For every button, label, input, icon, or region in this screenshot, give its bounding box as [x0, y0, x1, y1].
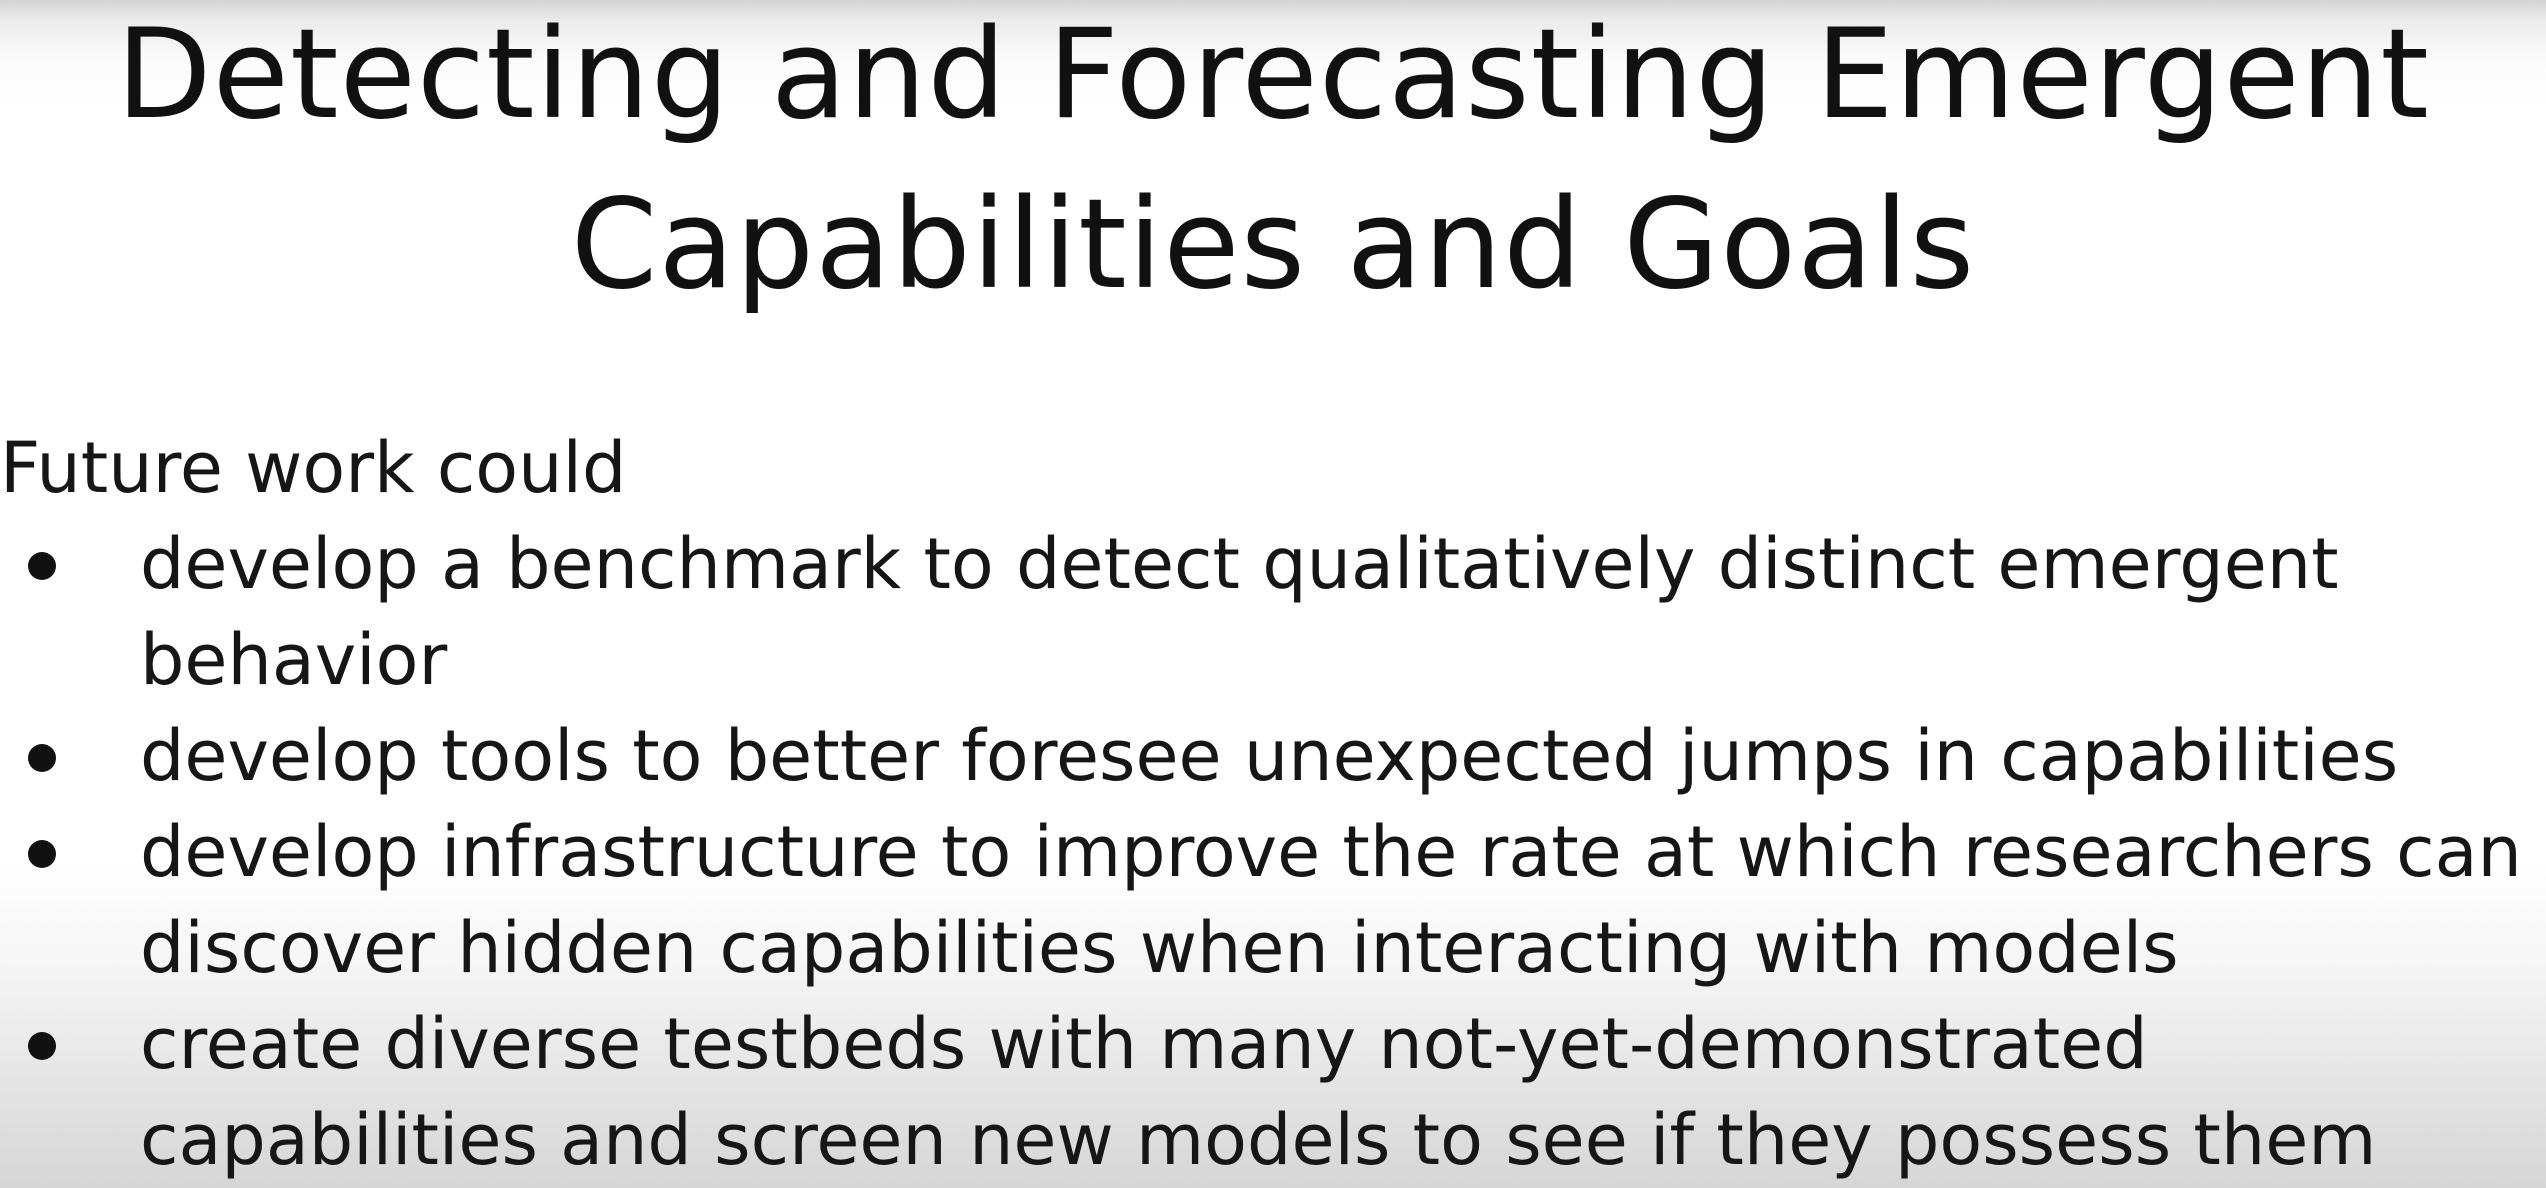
bullet-text-line: discover hidden capabilities when intera… [140, 907, 2179, 989]
slide-title-line-1: Detecting and Forecasting Emergent [116, 3, 2430, 147]
bullet-dot-icon [28, 552, 56, 580]
slide-title-line-2: Capabilities and Goals [570, 173, 1976, 317]
bullet-item-benchmark: develop a benchmark to detect qualitativ… [0, 516, 2546, 708]
bullet-text-line: capabilities and screen new models to se… [140, 1099, 2377, 1181]
bullet-dot-icon [28, 840, 56, 868]
bullet-text-line: develop tools to better foresee unexpect… [140, 715, 2399, 797]
bullet-text-line: develop infrastructure to improve the ra… [140, 811, 2522, 893]
bullet-list: develop a benchmark to detect qualitativ… [0, 516, 2546, 1188]
bullet-text-line: create diverse testbeds with many not-ye… [140, 1003, 2148, 1085]
bullet-item-infrastructure: develop infrastructure to improve the ra… [0, 804, 2546, 996]
slide-body: Future work could develop a benchmark to… [0, 420, 2546, 1188]
bullet-item-tools: develop tools to better foresee unexpect… [0, 708, 2546, 804]
bullet-item-testbeds: create diverse testbeds with many not-ye… [0, 996, 2546, 1188]
slide-title: Detecting and Forecasting Emergent Capab… [0, 0, 2546, 330]
bullet-dot-icon [28, 1032, 56, 1060]
intro-text: Future work could [0, 427, 627, 509]
bullet-dot-icon [28, 744, 56, 772]
bullet-text-line: develop a benchmark to detect qualitativ… [140, 523, 2339, 605]
bullet-text-line: behavior [140, 619, 448, 701]
